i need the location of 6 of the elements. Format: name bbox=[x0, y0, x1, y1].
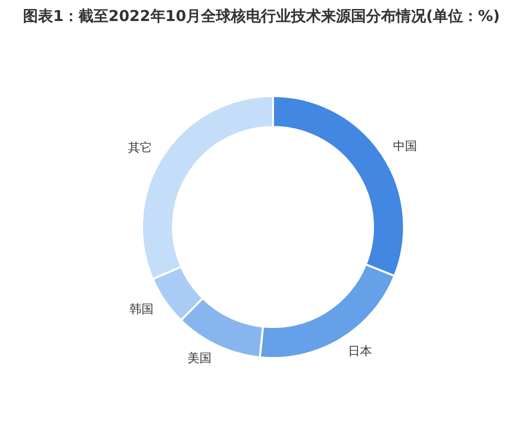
slice-label: 日本 bbox=[348, 344, 372, 358]
slice-label: 美国 bbox=[187, 351, 212, 366]
slice-label: 中国 bbox=[393, 138, 418, 153]
slice-label: 韩国 bbox=[129, 302, 154, 316]
chart-title: 图表1：截至2022年10月全球核电行业技术来源国分布情况(单位：%) bbox=[22, 6, 501, 26]
slice-label: 其它 bbox=[128, 140, 152, 154]
